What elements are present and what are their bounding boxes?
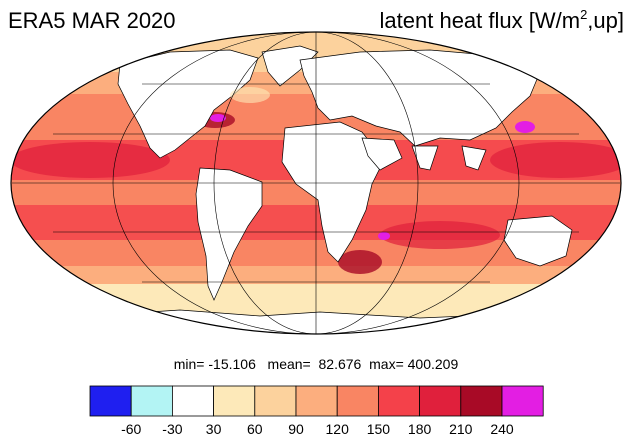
min-value: -15.106 [208, 356, 256, 372]
colorbar-swatch [213, 385, 256, 417]
africa [281, 121, 385, 263]
colorbar-swatch [254, 385, 297, 417]
gulf-stream-max [210, 114, 226, 122]
greenland [261, 45, 319, 87]
colorbar-tick-label: 240 [490, 421, 514, 437]
colorbar-tick-label: -30 [162, 421, 182, 437]
arabia [361, 137, 403, 171]
pacific-high-patch [11, 142, 170, 178]
max-value: 400.209 [407, 356, 459, 372]
southeast-asia [461, 145, 487, 171]
colorbar-tick-label: 180 [408, 421, 432, 437]
land [39, 45, 621, 334]
globe-outline [10, 31, 622, 335]
colorbar-swatch [336, 385, 379, 417]
variable-title: latent heat flux [W/m2,up] [379, 7, 624, 33]
mean-value: 82.676 [318, 356, 362, 372]
colorbar-swatch [419, 385, 462, 417]
colorbar-swatch [89, 385, 132, 417]
colorbar-swatch [501, 385, 544, 417]
india [411, 145, 439, 171]
colorbar-swatch [130, 385, 173, 417]
colorbar-tick-label: -60 [121, 421, 141, 437]
agulhas-patch [338, 250, 382, 274]
colorbar-swatch [171, 385, 214, 417]
labrador-pale [230, 87, 270, 103]
antarctica [39, 309, 621, 334]
colorbar-tick-label: 150 [367, 421, 391, 437]
map-title: ERA5 MAR 2020 [8, 8, 176, 33]
mozambique-max [378, 232, 390, 240]
colorbar-tick-label: 120 [326, 421, 350, 437]
colorbar-swatch [295, 385, 338, 417]
north-america [117, 49, 259, 159]
stats-line: min= -15.106 mean= 82.676 max= 400.209 [173, 356, 459, 372]
west-pacific-patch [490, 142, 621, 178]
kuroshio-max [515, 121, 535, 133]
colorbar-tick-label: 60 [247, 421, 263, 437]
colorbar-swatch [377, 385, 420, 417]
colorbar-swatch [460, 385, 503, 417]
colorbar: -60 -30 30 60 90 120 150 180 210 240 [89, 385, 544, 437]
indian-ocean-patch [380, 221, 500, 249]
colorbar-tick-label: 30 [206, 421, 222, 437]
colorbar-tick-label: 210 [449, 421, 473, 437]
colorbar-tick-label: 90 [288, 421, 304, 437]
australia [503, 215, 573, 267]
